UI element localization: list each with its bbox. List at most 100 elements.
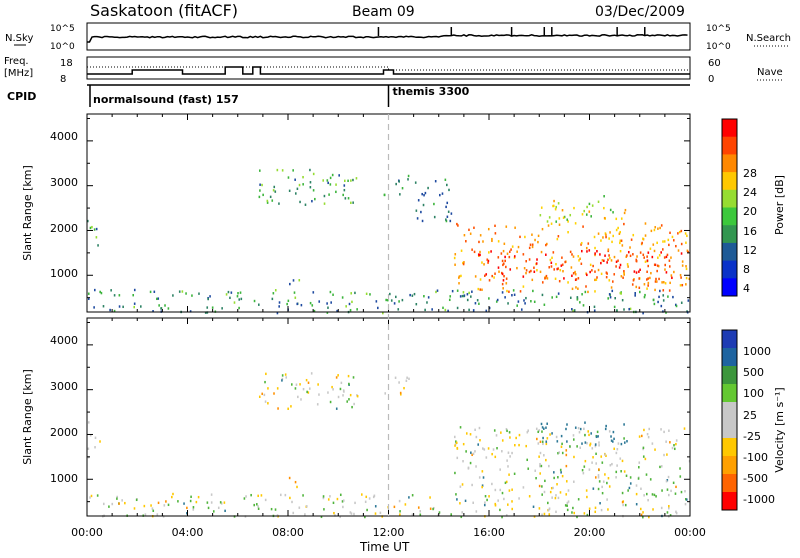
- velocity-cell: [595, 462, 598, 465]
- power-cell: [496, 298, 499, 302]
- velocity-cell: [607, 508, 609, 511]
- power-cell: [658, 295, 660, 299]
- velocity-cell: [615, 451, 618, 455]
- power-data: [87, 168, 691, 315]
- velocity-cell: [277, 407, 279, 410]
- power-cell: [309, 301, 312, 305]
- power-cell: [667, 295, 669, 298]
- velocity-cell: [394, 376, 397, 379]
- power-cell: [132, 293, 135, 297]
- velocity-cell: [411, 513, 414, 516]
- power-cell: [685, 265, 687, 268]
- velocity-cell: [511, 507, 514, 511]
- power-cell: [436, 289, 439, 292]
- power-cell: [653, 302, 656, 306]
- power-cell: [329, 183, 332, 186]
- power-cell: [296, 187, 299, 190]
- power-cell: [588, 249, 591, 252]
- velocity-cell: [591, 447, 594, 450]
- power-cell: [311, 199, 313, 203]
- power-cell: [615, 265, 617, 268]
- power-cell: [172, 294, 174, 297]
- velocity-cell: [306, 390, 308, 394]
- velocity-cell: [511, 451, 513, 455]
- velocity-cell: [623, 423, 625, 426]
- power-cell: [347, 179, 349, 183]
- velocity-cell: [525, 444, 528, 448]
- power-cell: [491, 239, 493, 243]
- power-cell: [612, 211, 614, 214]
- power-cell: [274, 289, 277, 292]
- power-cell: [95, 236, 98, 239]
- velocity-cell: [501, 491, 504, 495]
- power-cell: [454, 253, 457, 256]
- power-cell: [548, 216, 551, 219]
- power-cell: [93, 306, 95, 309]
- velocity-cell: [281, 374, 284, 377]
- velocity-cell: [647, 498, 649, 502]
- power-cell: [618, 232, 621, 235]
- power-cell: [573, 309, 576, 312]
- power-cell: [612, 234, 615, 238]
- velocity-cell: [366, 508, 368, 512]
- power-cell: [632, 279, 635, 282]
- velocity-cell: [669, 441, 671, 444]
- velocity-cell: [474, 450, 476, 453]
- power-cell: [586, 250, 588, 253]
- power-cell: [551, 256, 553, 259]
- velocity-cell: [671, 446, 674, 450]
- velocity-cell: [341, 500, 344, 503]
- power-cell: [680, 276, 682, 279]
- power-cell: [505, 282, 508, 285]
- velocity-cell: [316, 403, 319, 406]
- cpid-program-2: themis 3300: [393, 85, 470, 98]
- velocity-cell: [621, 491, 624, 495]
- power-cell: [523, 267, 526, 270]
- power-cell: [553, 268, 556, 271]
- velocity-cell: [594, 476, 597, 479]
- power-cell: [680, 301, 683, 304]
- power-cell: [564, 260, 566, 264]
- x-tick-label: 16:00: [473, 526, 505, 539]
- power-cell: [656, 241, 658, 245]
- power-cell: [207, 297, 209, 301]
- power-cell: [445, 205, 447, 209]
- velocity-cell: [619, 457, 622, 460]
- velocity-cell: [384, 392, 387, 395]
- velocity-cell: [534, 469, 537, 472]
- power-cell: [463, 261, 465, 264]
- velocity-cell: [621, 500, 624, 504]
- power-cell: [294, 192, 297, 195]
- power-cell: [113, 294, 116, 297]
- velocity-cell: [150, 504, 152, 507]
- power-cell: [642, 311, 644, 315]
- velocity-cell: [541, 493, 543, 496]
- velocity-cell: [535, 476, 537, 480]
- velocity-cell: [684, 502, 687, 506]
- power-cell: [627, 250, 630, 254]
- velocity-axis-ticks: [86, 318, 691, 516]
- velocity-cell: [499, 508, 501, 512]
- power-colorbar-ticks: 28 24 20 16 12 8 4: [743, 167, 757, 295]
- power-cell: [658, 277, 660, 281]
- velocity-cell: [509, 436, 511, 439]
- velocity-cell: [274, 508, 277, 511]
- power-cell: [605, 275, 608, 279]
- velocity-cell: [648, 515, 650, 519]
- power-cell: [468, 291, 470, 295]
- power-cell: [638, 286, 641, 290]
- power-cell: [602, 236, 604, 239]
- velocity-cell: [108, 505, 110, 508]
- power-cell: [604, 254, 606, 257]
- velocity-cell: [579, 427, 582, 431]
- power-cell: [620, 217, 623, 220]
- velocity-cell: [589, 442, 592, 445]
- velocity-cell: [244, 515, 247, 518]
- power-cell: [272, 189, 275, 192]
- velocity-cell: [660, 506, 663, 510]
- velocity-cell: [518, 443, 520, 447]
- power-cell: [569, 213, 572, 217]
- power-cell: [622, 276, 624, 279]
- velocity-cell: [322, 495, 325, 498]
- power-cell: [642, 237, 644, 240]
